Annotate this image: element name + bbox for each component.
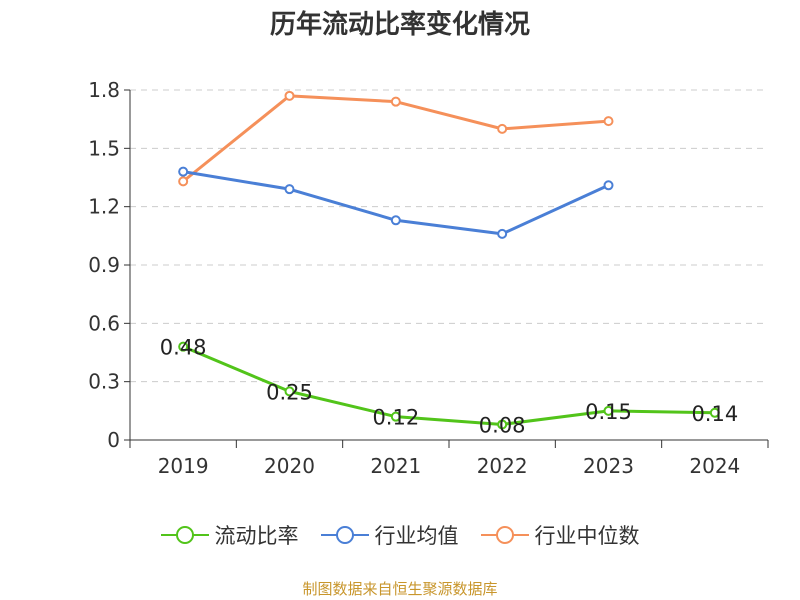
data-label: 0.15	[585, 400, 632, 424]
data-label: 0.12	[372, 406, 419, 430]
series-line	[182, 345, 715, 426]
chart-title: 历年流动比率变化情况	[269, 10, 530, 40]
y-tick-label: 1.2	[88, 195, 120, 219]
series-line	[182, 94, 609, 183]
data-point	[709, 407, 720, 418]
y-tick-label: 0.9	[88, 253, 120, 277]
data-point	[603, 116, 614, 127]
data-point	[178, 176, 189, 187]
legend-marker-industry-mean	[320, 526, 369, 544]
data-label: 0.48	[160, 336, 207, 360]
y-tick-label: 1.5	[88, 136, 120, 160]
x-tick-label: 2021	[370, 454, 421, 478]
data-label: 0.14	[691, 402, 738, 426]
legend-marker-industry-median	[480, 526, 529, 544]
data-point	[284, 184, 295, 195]
data-point	[390, 215, 401, 226]
y-tick-label: 1.8	[88, 78, 120, 102]
x-tick-label: 2020	[264, 454, 315, 478]
legend-label-current-ratio: 流动比率	[214, 524, 299, 548]
data-label: 0.25	[266, 380, 313, 404]
data-point	[178, 341, 189, 352]
legend-item-industry-median[interactable]: 行业中位数	[480, 520, 640, 550]
legend-marker-current-ratio	[160, 526, 209, 544]
x-tick-label: 2024	[689, 454, 740, 478]
data-point	[284, 386, 295, 397]
x-tick-label: 2022	[477, 454, 528, 478]
legend-item-current-ratio[interactable]: 流动比率	[160, 520, 299, 550]
y-tick-label: 0	[107, 428, 120, 452]
x-tick-label: 2023	[583, 454, 634, 478]
data-point	[603, 180, 614, 191]
data-point	[390, 96, 401, 107]
y-tick-label: 0.6	[88, 311, 120, 335]
data-point	[178, 166, 189, 177]
data-point	[284, 90, 295, 101]
legend-label-industry-median: 行业中位数	[534, 524, 640, 548]
data-point	[497, 123, 508, 134]
data-label: 0.08	[479, 413, 526, 437]
data-point	[497, 419, 508, 430]
y-tick-label: 0.3	[88, 370, 120, 394]
data-point	[603, 405, 614, 416]
legend-label-industry-mean: 行业均值	[374, 524, 459, 548]
data-point	[390, 411, 401, 422]
source-note: 制图数据来自恒生聚源数据库	[302, 580, 498, 598]
data-point	[497, 228, 508, 239]
legend: 流动比率 行业均值 行业中位数	[0, 520, 800, 550]
legend-item-industry-mean[interactable]: 行业均值	[320, 520, 459, 550]
x-tick-label: 2019	[158, 454, 209, 478]
